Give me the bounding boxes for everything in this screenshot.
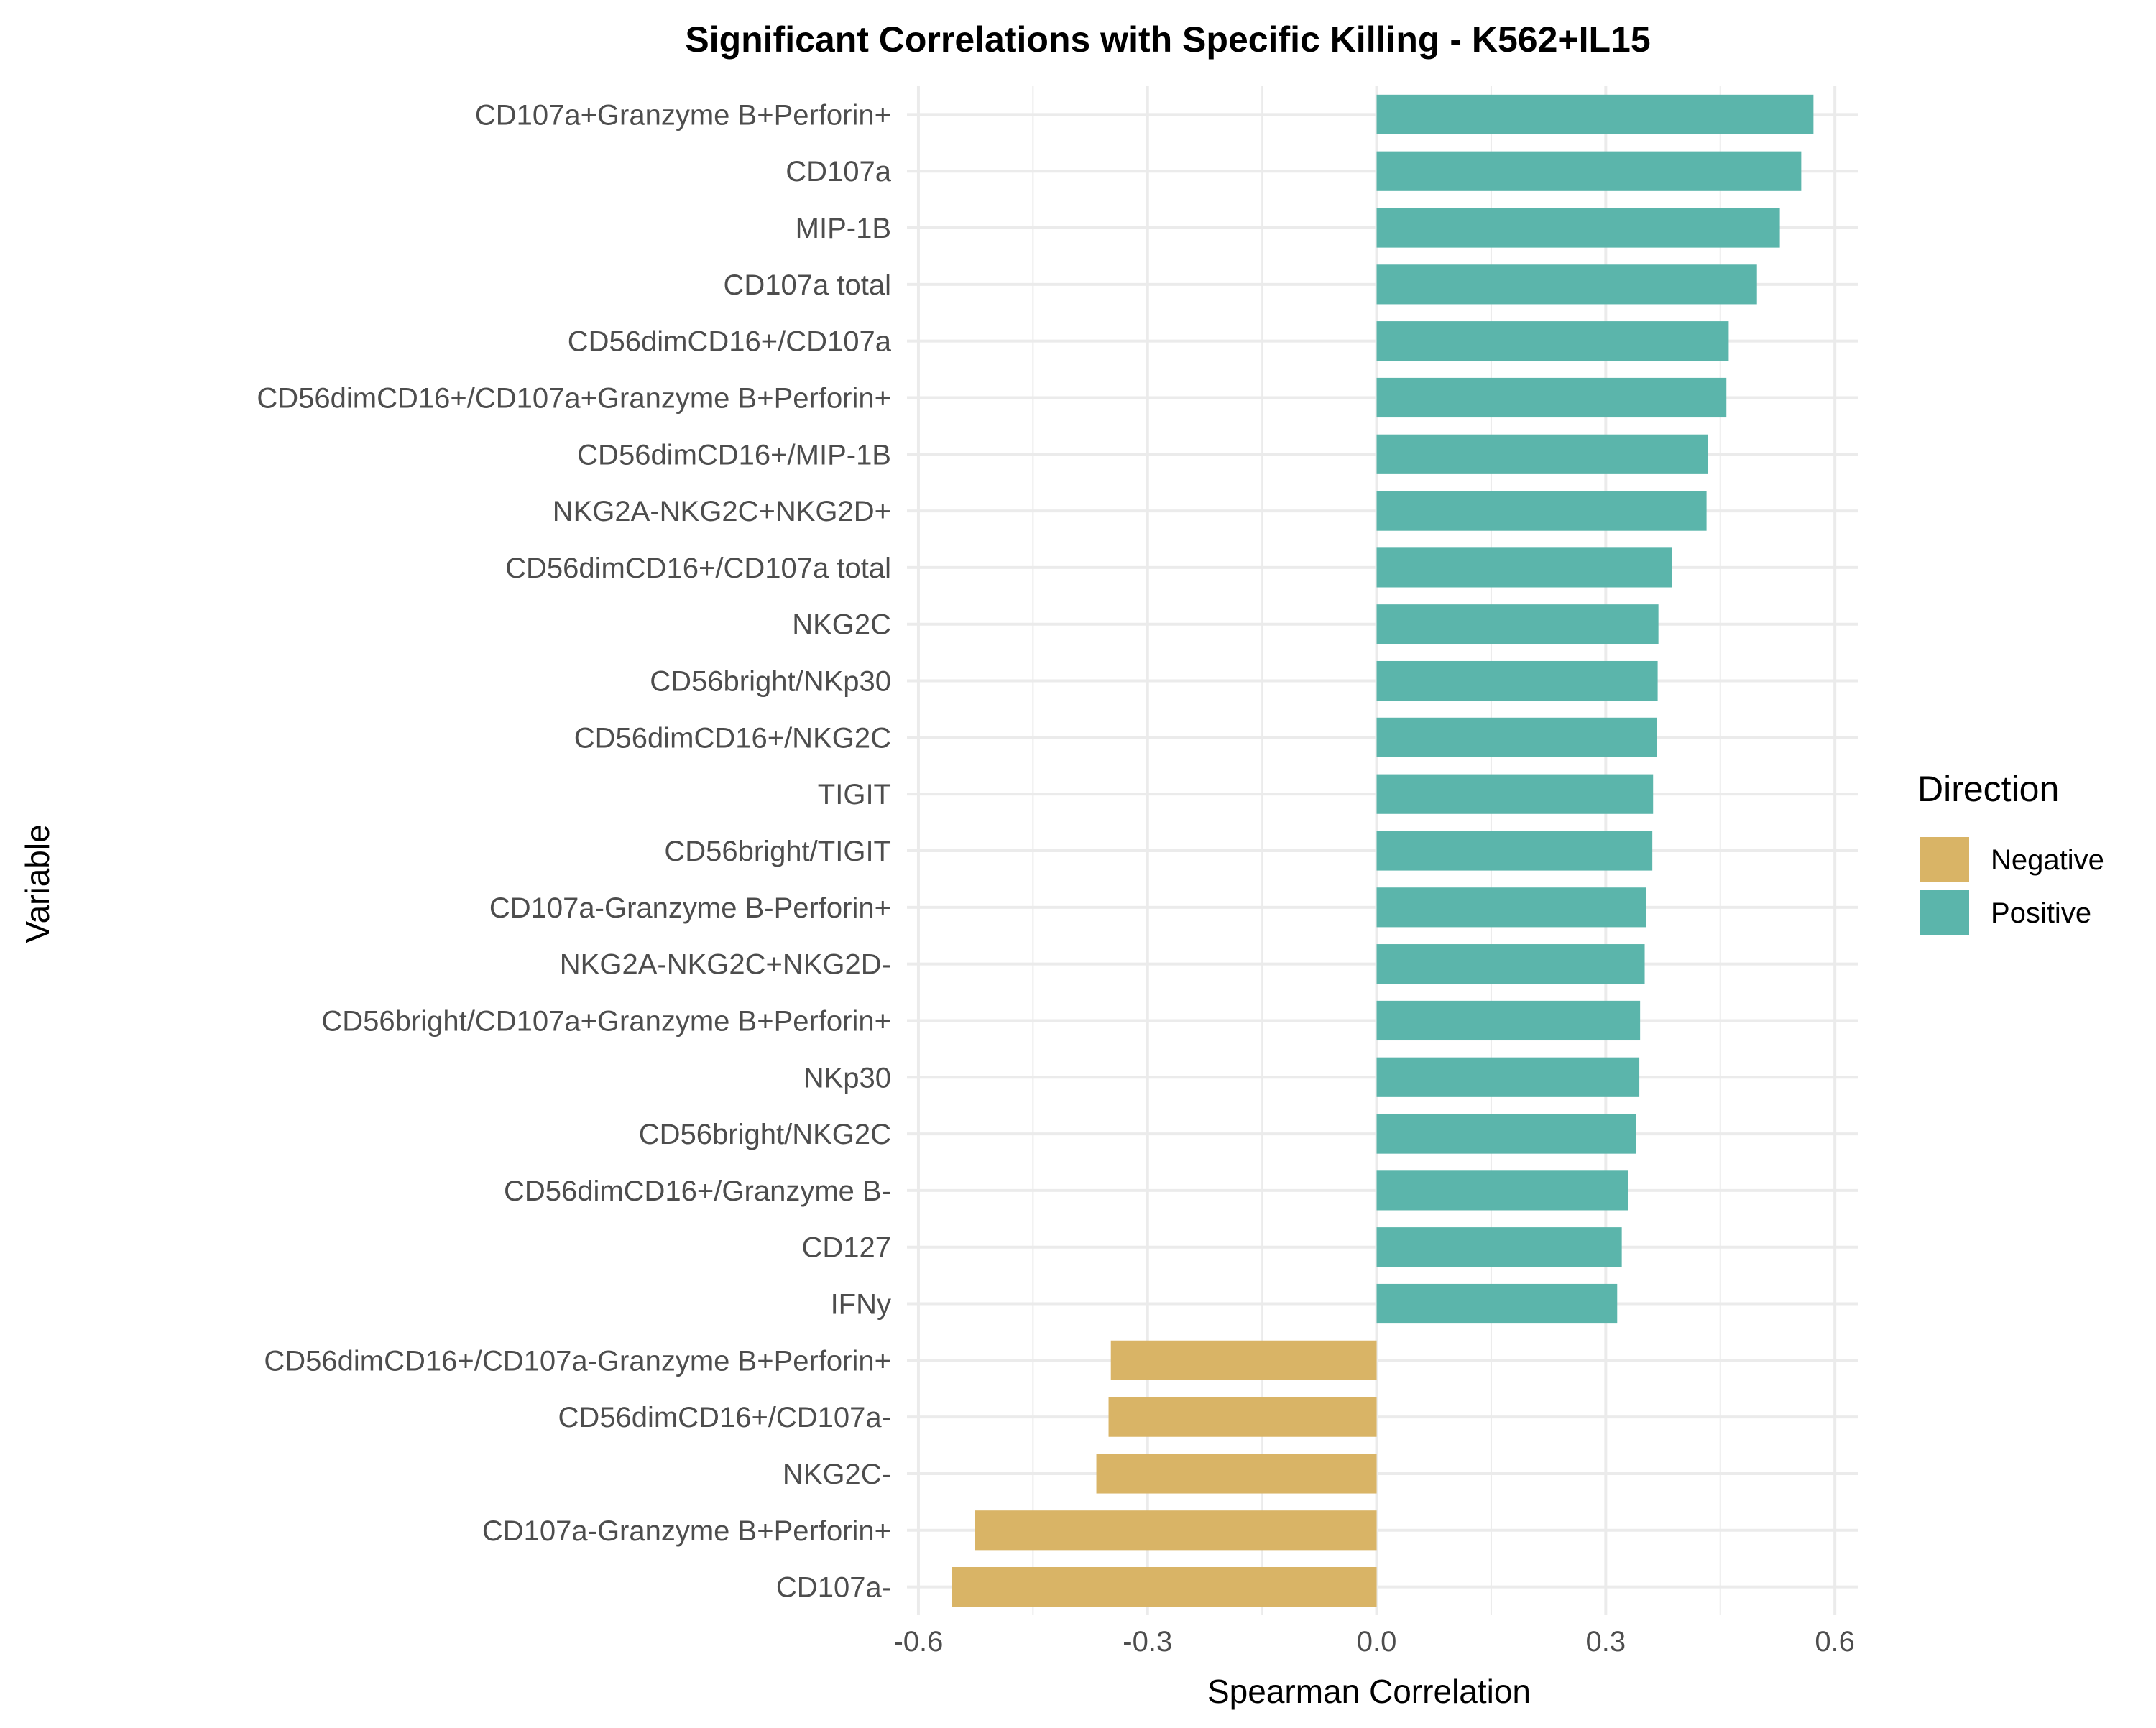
bar <box>952 1567 1377 1607</box>
bar <box>1376 717 1657 757</box>
bar <box>1376 774 1654 814</box>
y-tick-label: CD107a-Granzyme B-Perforin+ <box>489 892 891 924</box>
bar <box>1376 1283 1618 1324</box>
y-tick-label: CD107a-Granzyme B+Perforin+ <box>482 1515 891 1547</box>
x-axis-title: Spearman Correlation <box>1207 1673 1531 1710</box>
bar <box>1376 1114 1636 1154</box>
legend: Direction Negative Positive <box>1917 769 2104 935</box>
y-tick-label: NKG2C <box>792 609 891 641</box>
y-tick-label: CD56dimCD16+/CD107a- <box>558 1402 891 1433</box>
bar <box>1376 491 1707 531</box>
y-tick-label: CD56dimCD16+/CD107a total <box>505 553 891 584</box>
bar <box>975 1510 1377 1551</box>
bar <box>1376 547 1672 588</box>
bar <box>1376 264 1757 305</box>
chart-title: Significant Correlations with Specific K… <box>685 19 1650 60</box>
legend-swatch <box>1920 890 1969 935</box>
legend-label: Negative <box>1991 844 2104 876</box>
bar <box>1376 377 1727 418</box>
bar <box>1376 1170 1628 1211</box>
y-tick-label: CD56dimCD16+/MIP-1B <box>577 439 891 471</box>
y-tick-label: CD107a <box>786 156 892 188</box>
x-tick-label: 0.6 <box>1815 1626 1855 1658</box>
y-tick-label: CD107a total <box>724 269 891 301</box>
x-tick-label: -0.3 <box>1123 1626 1172 1658</box>
y-tick-label: NKG2C- <box>783 1459 891 1490</box>
bar <box>1376 151 1802 191</box>
y-axis-title: Variable <box>19 824 56 943</box>
x-tick-label: 0.3 <box>1586 1626 1626 1658</box>
y-tick-label: CD56bright/TIGIT <box>664 836 891 867</box>
y-tick-label: CD56bright/CD107a+Granzyme B+Perforin+ <box>321 1005 891 1037</box>
y-tick-label: NKp30 <box>803 1062 891 1094</box>
y-tick-label: CD127 <box>801 1232 891 1264</box>
x-tick-label: 0.0 <box>1357 1626 1397 1658</box>
x-tick-label: -0.6 <box>893 1626 943 1658</box>
y-tick-label: MIP-1B <box>796 213 891 244</box>
bar <box>1376 1227 1622 1267</box>
x-axis-tick-labels: -0.6 -0.3 0.0 0.3 0.6 <box>893 1626 1854 1658</box>
y-tick-label: CD56dimCD16+/CD107a-Granzyme B+Perforin+ <box>264 1345 891 1377</box>
bar <box>1376 604 1659 644</box>
bar <box>1376 1057 1640 1097</box>
y-tick-label: CD56bright/NKp30 <box>650 666 891 698</box>
bar <box>1376 1000 1641 1041</box>
bar <box>1376 208 1780 248</box>
y-tick-label: NKG2A-NKG2C+NKG2D- <box>560 949 891 981</box>
bar <box>1376 944 1645 984</box>
y-tick-label: CD56dimCD16+/NKG2C <box>574 722 891 754</box>
bar <box>1096 1454 1377 1494</box>
y-tick-label: CD56dimCD16+/CD107a+Granzyme B+Perforin+ <box>257 382 891 414</box>
legend-entries: Negative Positive <box>1920 837 2104 935</box>
bar <box>1376 434 1708 474</box>
y-tick-label: TIGIT <box>818 779 891 810</box>
bar <box>1376 94 1814 134</box>
y-tick-label: IFNy <box>831 1289 891 1321</box>
bar <box>1110 1340 1377 1380</box>
bars <box>952 94 1814 1607</box>
bar <box>1376 660 1658 701</box>
y-tick-label: CD107a- <box>776 1572 891 1604</box>
bar <box>1376 321 1729 361</box>
y-tick-label: CD107a+Granzyme B+Perforin+ <box>475 99 891 131</box>
legend-swatch <box>1920 837 1969 882</box>
y-axis-tick-labels: CD107a+Granzyme B+Perforin+ CD107a MIP-1B C… <box>257 99 891 1603</box>
bar <box>1108 1397 1377 1437</box>
y-tick-label: CD56bright/NKG2C <box>639 1119 891 1150</box>
y-tick-label: CD56dimCD16+/Granzyme B- <box>504 1175 891 1207</box>
bar <box>1376 887 1646 928</box>
legend-label: Positive <box>1991 897 2091 929</box>
legend-title: Direction <box>1917 769 2059 809</box>
bar <box>1376 831 1653 871</box>
y-tick-label: NKG2A-NKG2C+NKG2D+ <box>553 496 891 527</box>
y-tick-label: CD56dimCD16+/CD107a <box>568 326 892 358</box>
